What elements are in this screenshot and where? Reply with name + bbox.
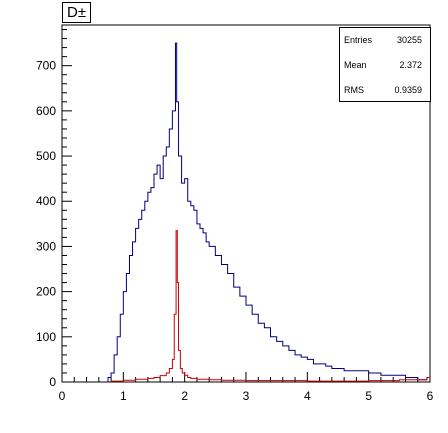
stats-label-mean: Mean xyxy=(344,60,367,70)
y-tick-label: 200 xyxy=(36,285,56,299)
x-tick-label: 2 xyxy=(181,389,188,403)
histogram-series-0 xyxy=(107,42,430,382)
x-tick-label: 3 xyxy=(243,389,250,403)
y-tick-label: 400 xyxy=(36,194,56,208)
stats-row-mean: Mean 2.372 xyxy=(340,60,430,76)
stats-label-rms: RMS xyxy=(344,85,364,95)
x-tick-label: 1 xyxy=(120,389,127,403)
stats-value-rms: 0.9359 xyxy=(394,85,422,95)
x-tick-label: 6 xyxy=(427,389,434,403)
stats-box: Entries 30255 Mean 2.372 RMS 0.9359 xyxy=(339,27,431,102)
stats-label-entries: Entries xyxy=(344,35,373,45)
y-tick-label: 500 xyxy=(36,149,56,163)
stats-row-entries: Entries 30255 xyxy=(340,35,430,51)
x-tick-label: 4 xyxy=(304,389,311,403)
stats-value-mean: 2.372 xyxy=(399,60,422,70)
stats-value-entries: 30255 xyxy=(396,35,422,45)
x-tick-label: 0 xyxy=(59,389,66,403)
chart-title: D± xyxy=(62,2,92,23)
stats-row-rms: RMS 0.9359 xyxy=(340,85,430,101)
histogram-series-1 xyxy=(110,230,430,382)
y-tick-label: 300 xyxy=(36,239,56,253)
x-tick-label: 5 xyxy=(365,389,372,403)
y-tick-label: 100 xyxy=(36,330,56,344)
y-tick-label: 700 xyxy=(36,59,56,73)
series-layer xyxy=(107,42,430,382)
y-tick-label: 600 xyxy=(36,104,56,118)
y-tick-label: 0 xyxy=(49,375,56,389)
